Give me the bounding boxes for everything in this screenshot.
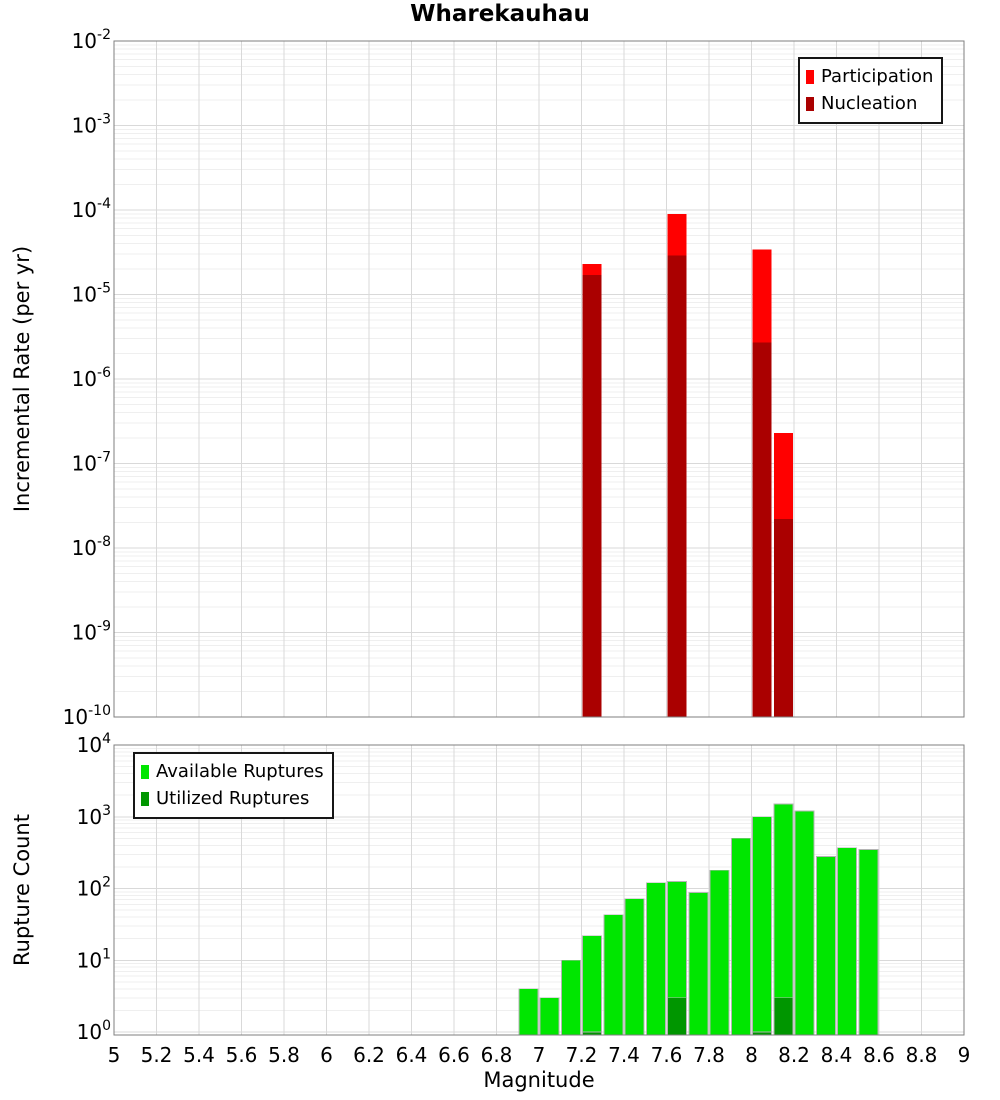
nucleation-legend-label: Nucleation [821, 93, 918, 114]
y-tick-label: 10-9 [72, 619, 111, 645]
x-tick-label: 9 [958, 1043, 971, 1067]
y-tick-label: 104 [77, 731, 111, 757]
y-tick-label: 10-7 [72, 450, 111, 476]
available-ruptures-bar [794, 810, 815, 1036]
bottom-legend: Available Ruptures Utilized Ruptures [133, 752, 334, 819]
legend-item-participation: Participation [806, 63, 933, 90]
x-tick-label: 5.8 [268, 1043, 300, 1067]
x-tick-label: 6.6 [438, 1043, 470, 1067]
x-axis-label: Magnitude [483, 1068, 595, 1092]
x-tick-label: 5.6 [226, 1043, 258, 1067]
y-tick-label: 10-5 [72, 281, 111, 307]
participation-swatch-icon [806, 69, 814, 84]
available-ruptures-bar [752, 816, 772, 1036]
participation-legend-label: Participation [821, 66, 934, 87]
nucleation-swatch-icon [806, 96, 814, 111]
x-tick-label: 5.4 [183, 1043, 215, 1067]
nucleation-bar [773, 519, 793, 717]
utilized-ruptures-legend-label: Utilized Ruptures [156, 788, 310, 809]
available-ruptures-swatch-icon [141, 764, 149, 779]
chart-title: Wharekauhau [410, 1, 590, 27]
top-y-axis-label: Incremental Rate (per yr) [10, 245, 34, 513]
x-tick-label: 6.4 [396, 1043, 428, 1067]
available-ruptures-bar [816, 856, 836, 1036]
available-ruptures-bar [646, 882, 666, 1036]
available-ruptures-bar [582, 935, 602, 1036]
bottom-panel: 104 103 102 101 100 [77, 731, 965, 1044]
available-ruptures-bar [688, 892, 709, 1036]
legend-item-utilized-ruptures: Utilized Ruptures [141, 785, 324, 812]
y-tick-label: 10-8 [72, 534, 111, 560]
available-ruptures-bar [624, 898, 645, 1036]
x-tick-label: 8.8 [906, 1043, 938, 1067]
available-ruptures-legend-label: Available Ruptures [156, 761, 324, 782]
utilized-ruptures-bar [773, 997, 794, 1036]
top-legend: Participation Nucleation [798, 57, 944, 124]
available-ruptures-bar [539, 997, 560, 1036]
y-tick-label: 10-2 [72, 27, 111, 53]
x-tick-label: 8.6 [863, 1043, 895, 1067]
x-tick-label: 7.2 [566, 1043, 598, 1067]
x-tick-label: 6 [320, 1043, 333, 1067]
nucleation-bar [667, 255, 687, 717]
x-tick-label: 7.6 [651, 1043, 683, 1067]
panel-border [113, 40, 965, 718]
available-ruptures-bar [518, 988, 539, 1036]
available-ruptures-bar [603, 914, 624, 1036]
y-tick-label: 10-4 [72, 196, 112, 222]
x-axis-ticks: 5 5.2 5.4 5.6 5.8 6 6.2 6.4 6.6 6.8 7 7.2 7.4 7.6 7.8 8… [108, 1043, 971, 1067]
legend-item-nucleation: Nucleation [806, 90, 933, 117]
y-tick-label: 10-10 [63, 703, 111, 729]
legend-item-available-ruptures: Available Ruptures [141, 758, 324, 785]
panel-border [113, 744, 965, 1036]
utilized-ruptures-bar [667, 997, 687, 1036]
available-ruptures-bar [709, 869, 730, 1036]
available-ruptures-bar [561, 959, 581, 1036]
available-ruptures-bar [858, 849, 879, 1036]
y-tick-label: 100 [77, 1018, 111, 1044]
y-tick-label: 10-3 [72, 112, 111, 138]
y-tick-label: 101 [77, 946, 111, 972]
y-tick-label: 102 [77, 875, 111, 901]
nucleation-bar [582, 275, 602, 717]
available-ruptures-bar [837, 847, 857, 1036]
x-tick-label: 6.8 [481, 1043, 513, 1067]
x-tick-label: 8.2 [778, 1043, 810, 1067]
y-tick-label: 103 [77, 803, 111, 829]
x-tick-label: 6.2 [353, 1043, 385, 1067]
x-tick-label: 5.2 [141, 1043, 173, 1067]
x-tick-label: 5 [108, 1043, 121, 1067]
x-tick-label: 7.4 [608, 1043, 640, 1067]
x-tick-label: 7 [533, 1043, 546, 1067]
x-tick-label: 7.8 [693, 1043, 725, 1067]
x-tick-label: 8.4 [821, 1043, 853, 1067]
available-ruptures-bar [731, 837, 751, 1036]
x-tick-label: 8 [745, 1043, 758, 1067]
bottom-y-axis-label: Rupture Count [10, 814, 34, 966]
utilized-ruptures-swatch-icon [141, 791, 149, 806]
top-panel: 10-2 10-3 10-4 10-5 10-6 10-7 10-8 10-9 10-10 [63, 27, 965, 729]
nucleation-bar [752, 342, 772, 717]
y-tick-label: 10-6 [72, 365, 112, 391]
